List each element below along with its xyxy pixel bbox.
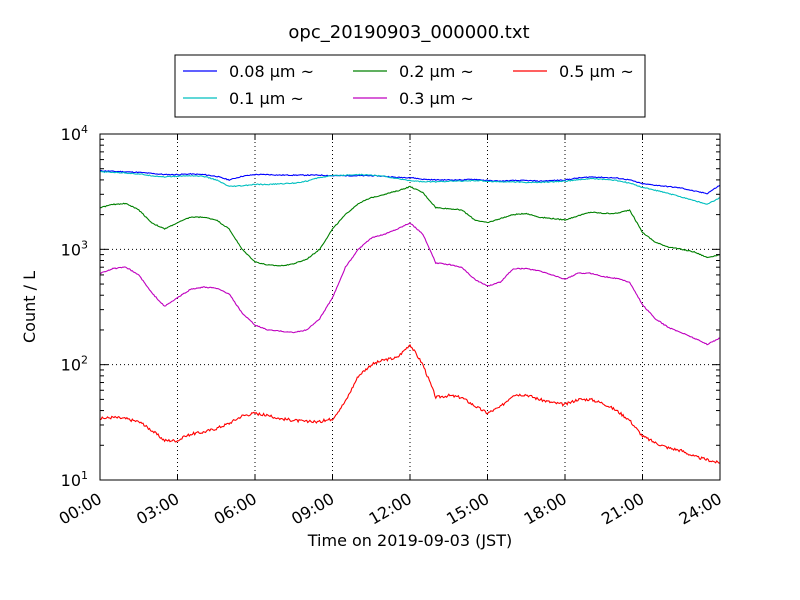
legend-label: 0.08 μm ~ xyxy=(229,62,314,81)
series-line-1 xyxy=(99,170,721,205)
legend-label: 0.5 μm ~ xyxy=(559,62,634,81)
axis-ticks xyxy=(99,133,721,481)
y-tick-labels: 101 102 103 104 xyxy=(61,123,88,490)
x-axis-label: Time on 2019-09-03 (JST) xyxy=(307,531,512,550)
y-tick-label: 102 xyxy=(61,354,88,375)
legend: 0.08 μm ~ 0.1 μm ~ 0.2 μm ~ 0.3 μm ~ 0.5 μm … xyxy=(174,54,646,118)
legend-label: 0.2 μm ~ xyxy=(399,62,474,81)
y-tick-label: 104 xyxy=(61,123,88,144)
series-line-4 xyxy=(99,344,720,464)
series-line-0 xyxy=(99,169,721,195)
y-tick-label: 101 xyxy=(61,469,88,490)
series-layer xyxy=(99,169,721,464)
legend-label: 0.1 μm ~ xyxy=(229,89,304,108)
series-line-2 xyxy=(100,185,721,267)
grid-lines xyxy=(100,134,720,480)
y-tick-label: 103 xyxy=(61,238,88,259)
legend-label: 0.3 μm ~ xyxy=(399,89,474,108)
legend-box xyxy=(174,54,646,118)
y-axis-label: Count / L xyxy=(20,271,39,343)
series-line-3 xyxy=(99,222,721,346)
chart-title: opc_20190903_000000.txt xyxy=(288,22,529,43)
